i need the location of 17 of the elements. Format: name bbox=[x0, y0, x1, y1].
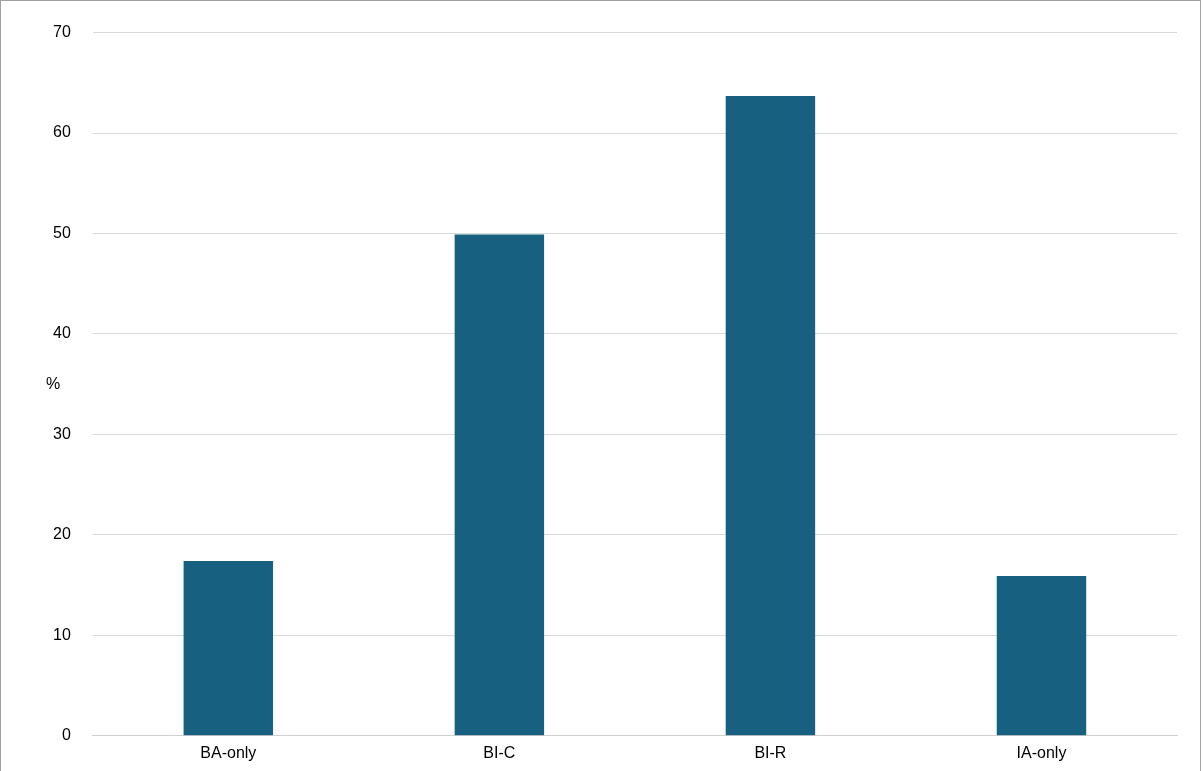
x-tick-label: BA-only bbox=[200, 743, 257, 761]
y-tick-label: 30 bbox=[53, 424, 71, 442]
y-tick-label: 0 bbox=[61, 726, 71, 744]
y-axis-title: % bbox=[45, 374, 61, 392]
y-tick-label: 20 bbox=[53, 525, 71, 543]
y-tick-label: 60 bbox=[53, 123, 71, 141]
bar bbox=[725, 95, 816, 736]
y-tick-label: 10 bbox=[53, 625, 71, 643]
bar bbox=[183, 561, 274, 736]
y-tick-label: 50 bbox=[53, 223, 71, 241]
x-tick-label: BI-R bbox=[754, 743, 787, 761]
x-tick-label: IA-only bbox=[1016, 743, 1067, 761]
x-tick-label: BI-C bbox=[483, 743, 516, 761]
bar bbox=[996, 576, 1087, 736]
y-tick-label: 40 bbox=[53, 324, 71, 342]
bar bbox=[454, 234, 545, 736]
y-tick-label: 70 bbox=[53, 23, 71, 41]
